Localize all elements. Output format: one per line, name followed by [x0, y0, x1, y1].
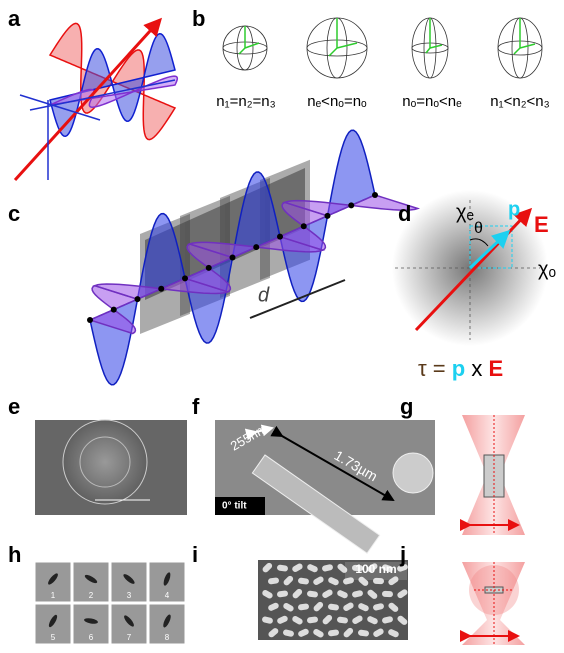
node: [325, 213, 331, 219]
node: [230, 255, 236, 261]
figure: n₁=n₂=n₃ nₑ<nₒ=nₒ nₒ=nₒ<nₑ n₁<n₂<n₃ d χₑ…: [0, 0, 564, 648]
tau: τ =: [418, 356, 446, 381]
panel-label: f: [192, 394, 200, 419]
p-label: p: [508, 198, 520, 220]
frame-number: 8: [165, 633, 170, 642]
x: x: [471, 356, 482, 381]
node: [372, 192, 378, 198]
index-ellipsoids: [223, 18, 542, 78]
scale-label: 100 nm: [355, 562, 396, 576]
node: [182, 275, 188, 281]
node: [277, 234, 283, 240]
ellipsoid-label: nₑ<nₒ=nₒ: [307, 93, 367, 110]
distance-label: d: [258, 284, 270, 306]
ellipsoid-axes: [239, 18, 535, 56]
ellipsoid-label: nₒ=nₒ<nₑ: [402, 93, 462, 110]
p: p: [452, 356, 465, 381]
wave-lobe: [144, 34, 175, 78]
node: [301, 223, 307, 229]
panel-label: j: [399, 542, 406, 567]
panel-label: h: [8, 542, 21, 567]
node: [111, 307, 117, 313]
wave-drawings: [15, 20, 418, 385]
frame-number: 3: [127, 591, 132, 600]
sphere: [393, 453, 433, 493]
ellipsoid-label: n₁<n₂<n₃: [490, 93, 550, 110]
node: [87, 317, 93, 323]
theta: θ: [474, 220, 483, 237]
chi-e: χₑ: [456, 201, 474, 223]
beam-g: [462, 415, 525, 535]
panel-label: b: [192, 6, 205, 31]
panel-label: a: [8, 6, 21, 31]
panel-label: e: [8, 394, 20, 419]
frame-number: 2: [89, 591, 94, 600]
frame-grid: 1 2 3 4 5 6 7 8: [35, 562, 185, 644]
frame-number: 6: [89, 633, 94, 642]
node: [348, 202, 354, 208]
wave-lobe: [143, 95, 175, 140]
nanorod: [382, 591, 393, 598]
e-label: E: [534, 212, 549, 237]
chi-o: χₒ: [538, 258, 556, 280]
frame-number: 5: [51, 633, 56, 642]
ellipsoid-label: n₁=n₂=n₃: [216, 93, 276, 110]
torque: τ = p x E: [418, 356, 503, 381]
frame-number: 1: [51, 591, 56, 600]
wave-lobe: [81, 49, 112, 93]
beam-j: [462, 562, 525, 645]
frame-number: 4: [165, 591, 170, 600]
frame-number: 7: [127, 633, 132, 642]
wave-lobe: [50, 23, 82, 68]
node: [206, 265, 212, 271]
node: [253, 244, 259, 250]
tilt-label: 0° tilt: [222, 501, 247, 512]
particle: [63, 420, 147, 504]
node: [135, 296, 141, 302]
panel-label: d: [398, 201, 411, 226]
node: [158, 286, 164, 292]
panel-label: c: [8, 201, 20, 226]
e: E: [488, 356, 503, 381]
panel-label: i: [192, 542, 198, 567]
panel-label: g: [400, 394, 413, 419]
